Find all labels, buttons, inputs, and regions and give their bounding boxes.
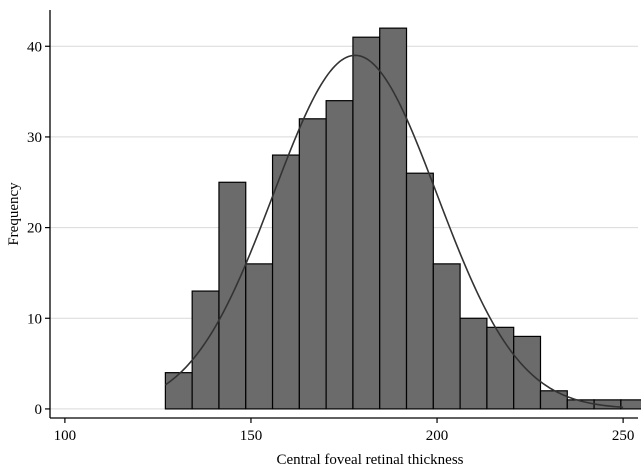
y-tick-label: 0 <box>35 402 43 418</box>
histogram-bar <box>271 154 300 410</box>
y-tick-label: 40 <box>27 39 42 55</box>
histogram-bars <box>164 27 641 410</box>
normal-curve-layer <box>164 54 624 409</box>
y-tick-label: 30 <box>27 130 42 146</box>
histogram-bar <box>513 335 542 410</box>
histogram-bar <box>379 27 408 410</box>
histogram-bar <box>539 390 568 410</box>
y-tick-label: 10 <box>27 311 42 327</box>
x-axis-title: Central foveal retinal thickness <box>276 452 463 468</box>
histogram-bar <box>298 118 327 410</box>
histogram-bar <box>432 263 461 410</box>
histogram-bar <box>191 290 220 410</box>
x-tick-label: 150 <box>240 428 263 444</box>
normal-density-curve <box>164 54 624 409</box>
histogram-bar <box>245 263 274 410</box>
tick-labels: 0 10 20 30 40 100 150 200 250 <box>27 39 634 444</box>
x-tick-label: 250 <box>612 428 635 444</box>
histogram-bar <box>405 172 434 410</box>
histogram-bar <box>352 36 381 410</box>
x-tick-label: 200 <box>426 428 449 444</box>
histogram-bar <box>164 372 193 410</box>
x-tick-label: 100 <box>54 428 77 444</box>
histogram-bar <box>486 326 515 410</box>
histogram-bar <box>459 317 488 410</box>
axes <box>45 10 638 423</box>
y-axis-title: Frequency <box>6 182 22 246</box>
histogram-bar <box>620 399 641 410</box>
histogram-bar <box>325 100 354 410</box>
y-tick-label: 20 <box>27 221 42 237</box>
